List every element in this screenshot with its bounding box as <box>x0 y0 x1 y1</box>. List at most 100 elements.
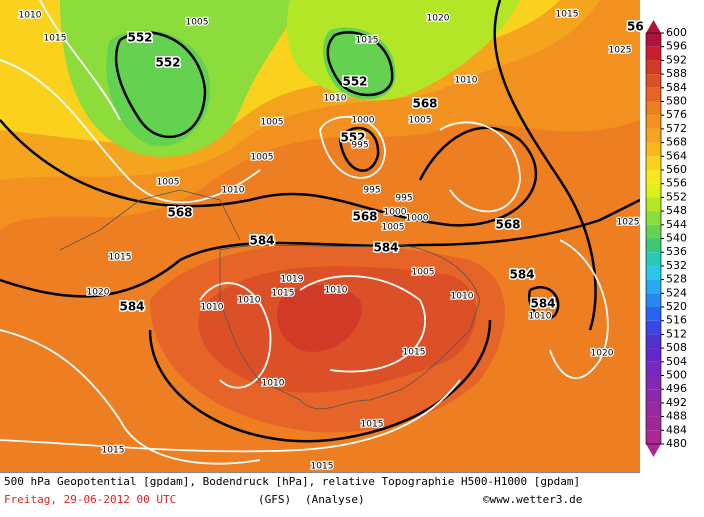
pressure-label: 995 <box>363 186 380 196</box>
colorbar-label: 488 <box>666 410 687 423</box>
pressure-label: 1020 <box>591 349 614 359</box>
pressure-label: 1010 <box>324 94 347 104</box>
pressure-label: 1005 <box>186 18 209 28</box>
color-band <box>646 142 661 157</box>
color-band <box>646 334 661 349</box>
colorbar-label: 508 <box>666 341 687 354</box>
footer-date: Freitag, 29-06-2012 00 UTC <box>4 493 176 506</box>
pressure-label: 1000 <box>384 208 407 218</box>
color-band <box>646 361 661 376</box>
colorbar-label: 552 <box>666 190 687 203</box>
pressure-label: 1000 <box>352 116 375 126</box>
pressure-label: 1015 <box>44 34 67 44</box>
colorbar-label: 480 <box>666 437 687 450</box>
geopotential-label: 552 <box>342 75 367 89</box>
pressure-label: 1015 <box>109 253 132 263</box>
color-band <box>646 430 661 444</box>
colorbar-label: 484 <box>666 423 687 436</box>
pressure-label: 1005 <box>261 118 284 128</box>
pressure-label: 1019 <box>281 275 304 285</box>
pressure-label: 1010 <box>455 76 478 86</box>
color-band <box>646 156 661 170</box>
color-band <box>646 389 661 403</box>
colorbar-top-arrow <box>646 20 661 33</box>
colorbar-label: 524 <box>666 286 687 299</box>
colorbar-label: 560 <box>666 163 687 176</box>
colorbar-label: 568 <box>666 136 687 149</box>
pressure-label: 1015 <box>102 446 125 456</box>
color-band <box>646 183 661 198</box>
color-band <box>646 74 661 88</box>
color-band <box>646 402 661 417</box>
pressure-label: 1005 <box>412 268 435 278</box>
colorbar-label: 504 <box>666 355 687 368</box>
color-band <box>646 293 661 307</box>
colorbar-label: 516 <box>666 314 687 327</box>
color-band <box>646 197 661 212</box>
color-band <box>646 320 661 335</box>
colorbar-label: 580 <box>666 95 687 108</box>
color-band <box>646 33 661 47</box>
colorbar-label: 536 <box>666 245 687 258</box>
pressure-label: 1025 <box>617 218 640 228</box>
colorbar-label: 572 <box>666 122 687 135</box>
colorbar-label: 528 <box>666 273 687 286</box>
color-band <box>646 170 661 184</box>
color-band <box>646 87 661 102</box>
geopotential-label: 568 <box>412 97 437 111</box>
footer-credit: ©www.wetter3.de <box>483 493 582 506</box>
pressure-label: 995 <box>395 194 412 204</box>
geopotential-label: 584 <box>249 234 274 248</box>
pressure-label: 1010 <box>19 11 42 21</box>
pressure-label: 1005 <box>382 223 405 233</box>
color-band <box>646 279 661 294</box>
geopotential-label: 584 <box>530 297 555 311</box>
geopotential-label: 584 <box>509 268 534 282</box>
colorbar-label: 544 <box>666 218 687 231</box>
color-band <box>646 375 661 390</box>
color-band <box>646 265 661 280</box>
geopotential-label: 568 <box>352 210 377 224</box>
colorbar-label: 496 <box>666 382 687 395</box>
geopotential-label: 552 <box>155 56 180 70</box>
footer-analysis: (Analyse) <box>305 493 365 506</box>
color-band <box>646 348 661 362</box>
pressure-label: 1005 <box>251 153 274 163</box>
pressure-label: 1015 <box>311 462 334 472</box>
geopotential-label: 568 <box>167 206 192 220</box>
color-band <box>646 46 661 61</box>
color-band <box>646 238 661 253</box>
colorbar-label: 600 <box>666 26 687 39</box>
pressure-label: 1025 <box>609 46 632 56</box>
color-band <box>646 416 661 431</box>
colorbar-label: 592 <box>666 53 687 66</box>
colorbar-label: 576 <box>666 108 687 121</box>
colorbar-label: 520 <box>666 300 687 313</box>
geopotential-label: 552 <box>127 31 152 45</box>
pressure-label: 1010 <box>451 292 474 302</box>
pressure-label: 1000 <box>406 214 429 224</box>
colorbar-label: 584 <box>666 81 687 94</box>
color-band <box>646 101 661 116</box>
pressure-label: 1010 <box>201 303 224 313</box>
footer-description: 500 hPa Geopotential [gpdam], Bodendruck… <box>4 475 580 488</box>
colorbar-label: 512 <box>666 327 687 340</box>
colorbar-label: 500 <box>666 369 687 382</box>
colorbar-label: 588 <box>666 67 687 80</box>
footer-bg <box>0 472 704 513</box>
pressure-label: 1015 <box>356 36 379 46</box>
clipped-label: 56 <box>627 20 644 34</box>
colorbar-label: 596 <box>666 40 687 53</box>
pressure-label: 1020 <box>427 14 450 24</box>
footer-model: (GFS) <box>258 493 291 506</box>
pressure-label: 1020 <box>87 288 110 298</box>
geopotential-label: 584 <box>119 300 144 314</box>
pressure-label: 1015 <box>556 10 579 20</box>
geopotential-label: 568 <box>495 218 520 232</box>
colorbar-label: 532 <box>666 259 687 272</box>
pressure-label: 1015 <box>272 289 295 299</box>
pressure-label: 1010 <box>262 379 285 389</box>
color-band <box>646 224 661 239</box>
